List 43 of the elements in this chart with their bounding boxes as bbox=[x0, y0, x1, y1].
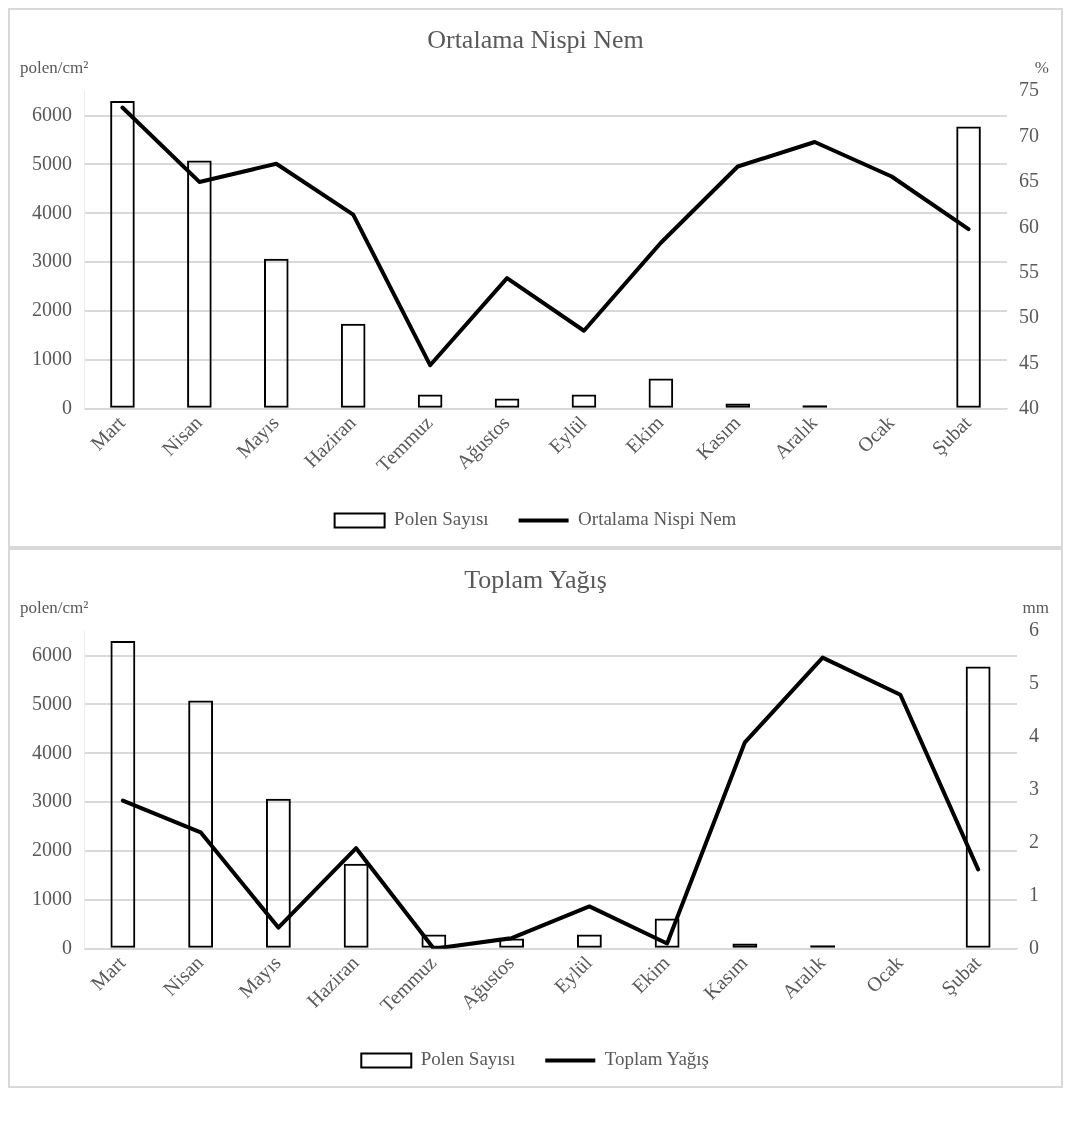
y2-tick-label: 6 bbox=[1029, 618, 1039, 641]
y-tick-label: 5000 bbox=[32, 691, 72, 714]
y2-tick-label: 65 bbox=[1019, 169, 1039, 192]
y2-tick-label: 75 bbox=[1019, 78, 1039, 101]
y2-tick-label: 3 bbox=[1029, 777, 1039, 800]
y2-tick-label: 1 bbox=[1029, 883, 1039, 906]
x-tick-label: Mart bbox=[86, 950, 130, 995]
legend-label: Toplam Yağış bbox=[604, 1048, 710, 1070]
y2-tick-label: 5 bbox=[1029, 671, 1039, 694]
y2-tick-label: 40 bbox=[1019, 396, 1039, 418]
y-tick-label: 1000 bbox=[32, 887, 72, 910]
y-axis-title: polen/cm² bbox=[20, 598, 89, 618]
x-tick-label: Mart bbox=[85, 410, 130, 455]
y-tick-label: 0 bbox=[62, 396, 72, 418]
y-tick-label: 0 bbox=[62, 936, 72, 958]
y2-tick-label: 2 bbox=[1029, 830, 1039, 853]
y-tick-label: 6000 bbox=[32, 102, 72, 125]
y-tick-label: 3000 bbox=[32, 249, 72, 272]
y-tick-label: 4000 bbox=[32, 200, 72, 223]
y2-tick-label: 55 bbox=[1019, 259, 1039, 282]
legend-label: Ortalama Nispi Nem bbox=[578, 508, 737, 530]
y2-axis-title: mm bbox=[1022, 598, 1049, 618]
y-tick-label: 4000 bbox=[32, 740, 72, 763]
y-tick-label: 2000 bbox=[32, 298, 72, 321]
y2-axis-title: % bbox=[1034, 58, 1049, 78]
y2-tick-label: 70 bbox=[1019, 123, 1039, 146]
y-tick-label: 2000 bbox=[32, 838, 72, 861]
legend-label: Polen Sayısı bbox=[394, 508, 489, 530]
chart-title: Toplam Yağış bbox=[464, 565, 607, 595]
y2-tick-label: 60 bbox=[1019, 214, 1039, 237]
y-axis-title: polen/cm² bbox=[20, 58, 89, 78]
y2-tick-label: 45 bbox=[1019, 350, 1039, 373]
y-tick-label: 6000 bbox=[32, 642, 72, 665]
y-tick-label: 3000 bbox=[32, 789, 72, 812]
y-tick-label: 5000 bbox=[32, 151, 72, 174]
y2-tick-label: 50 bbox=[1019, 305, 1039, 328]
chart-title: Ortalama Nispi Nem bbox=[427, 25, 644, 55]
x-tick-label: Ocak bbox=[861, 951, 907, 997]
y2-tick-label: 4 bbox=[1029, 724, 1039, 747]
y2-tick-label: 0 bbox=[1029, 936, 1039, 958]
y-tick-label: 1000 bbox=[32, 347, 72, 370]
x-tick-label: Ocak bbox=[852, 411, 899, 457]
legend-label: Polen Sayısı bbox=[420, 1048, 516, 1070]
